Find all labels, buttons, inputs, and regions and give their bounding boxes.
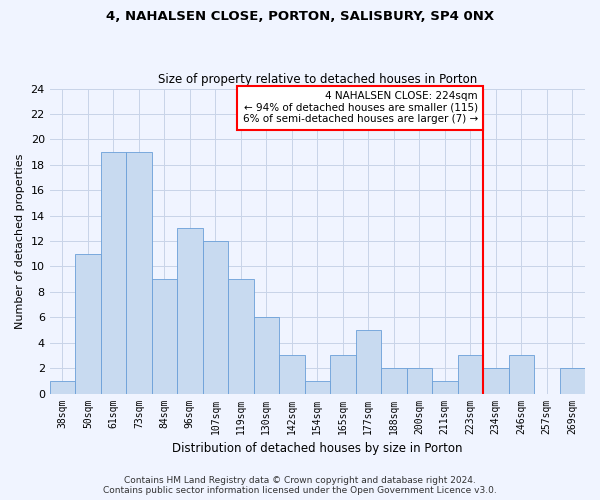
Text: 4 NAHALSEN CLOSE: 224sqm
← 94% of detached houses are smaller (115)
6% of semi-d: 4 NAHALSEN CLOSE: 224sqm ← 94% of detach… xyxy=(242,91,478,124)
Bar xyxy=(101,152,126,394)
X-axis label: Distribution of detached houses by size in Porton: Distribution of detached houses by size … xyxy=(172,442,463,455)
Bar xyxy=(305,381,330,394)
Bar xyxy=(254,318,279,394)
Bar xyxy=(203,241,228,394)
Y-axis label: Number of detached properties: Number of detached properties xyxy=(15,154,25,328)
Bar xyxy=(330,356,356,394)
Bar xyxy=(407,368,432,394)
Bar xyxy=(279,356,305,394)
Bar xyxy=(177,228,203,394)
Bar xyxy=(228,279,254,394)
Title: Size of property relative to detached houses in Porton: Size of property relative to detached ho… xyxy=(158,73,477,86)
Text: 4, NAHALSEN CLOSE, PORTON, SALISBURY, SP4 0NX: 4, NAHALSEN CLOSE, PORTON, SALISBURY, SP… xyxy=(106,10,494,23)
Bar xyxy=(560,368,585,394)
Bar xyxy=(509,356,534,394)
Bar xyxy=(75,254,101,394)
Bar xyxy=(432,381,458,394)
Bar xyxy=(152,279,177,394)
Text: Contains HM Land Registry data © Crown copyright and database right 2024.
Contai: Contains HM Land Registry data © Crown c… xyxy=(103,476,497,495)
Bar xyxy=(126,152,152,394)
Bar xyxy=(356,330,381,394)
Bar xyxy=(483,368,509,394)
Bar xyxy=(50,381,75,394)
Bar xyxy=(458,356,483,394)
Bar xyxy=(381,368,407,394)
